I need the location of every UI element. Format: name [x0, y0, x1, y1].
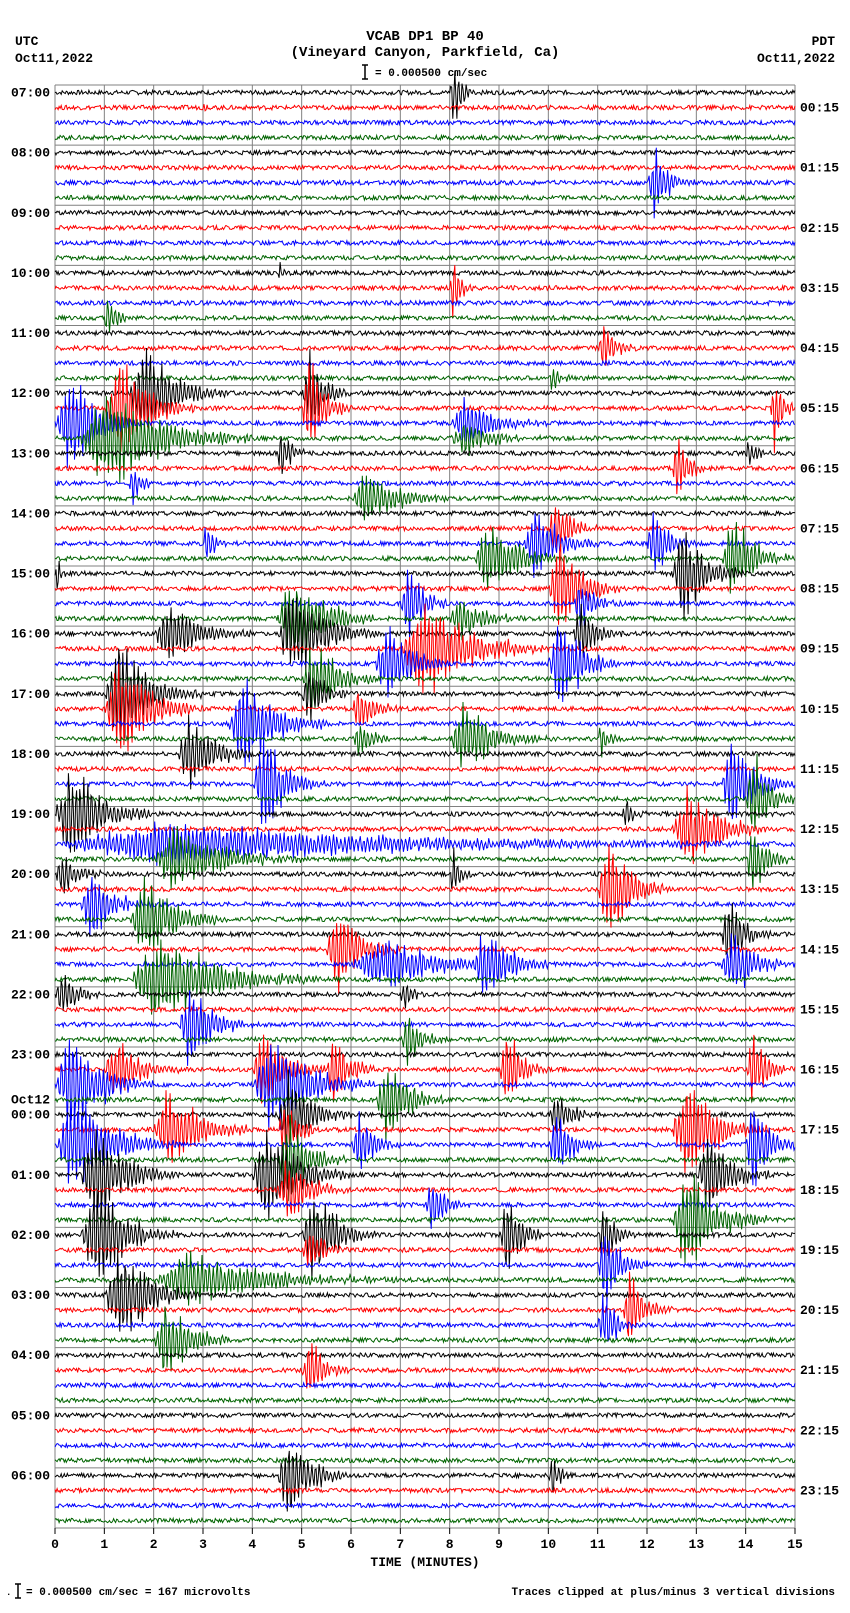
- x-tick-label: 14: [738, 1537, 754, 1552]
- left-date: Oct11,2022: [15, 51, 93, 66]
- right-time-label: 18:15: [800, 1183, 839, 1198]
- right-time-label: 15:15: [800, 1002, 839, 1017]
- left-time-label: 18:00: [11, 747, 50, 762]
- left-time-label: 21:00: [11, 927, 50, 942]
- left-time-label: 04:00: [11, 1348, 50, 1363]
- right-time-label: 06:15: [800, 461, 839, 476]
- left-time-label: 22:00: [11, 987, 50, 1002]
- right-time-label: 05:15: [800, 401, 839, 416]
- right-time-label: 21:15: [800, 1363, 839, 1378]
- footer-clip: Traces clipped at plus/minus 3 vertical …: [512, 1587, 835, 1599]
- x-tick-label: 13: [689, 1537, 705, 1552]
- right-time-label: 07:15: [800, 521, 839, 536]
- x-axis-label: TIME (MINUTES): [370, 1555, 479, 1570]
- x-tick-label: 2: [150, 1537, 158, 1552]
- left-time-label: 07:00: [11, 86, 50, 101]
- left-time-label: 19:00: [11, 807, 50, 822]
- left-time-label: 08:00: [11, 146, 50, 161]
- right-time-label: 03:15: [800, 281, 839, 296]
- x-tick-label: 6: [347, 1537, 355, 1552]
- left-time-label: 12:00: [11, 386, 50, 401]
- x-tick-label: 11: [590, 1537, 606, 1552]
- right-time-label: 00:15: [800, 101, 839, 116]
- x-tick-label: 10: [541, 1537, 557, 1552]
- left-time-label: 00:00: [11, 1108, 50, 1123]
- left-time-label: 10:00: [11, 266, 50, 281]
- right-time-label: 17:15: [800, 1123, 839, 1138]
- x-tick-label: 5: [298, 1537, 306, 1552]
- left-time-label: 17:00: [11, 687, 50, 702]
- x-tick-label: 8: [446, 1537, 454, 1552]
- left-time-label: 14:00: [11, 506, 50, 521]
- right-tz: PDT: [812, 34, 836, 49]
- right-time-label: 23:15: [800, 1483, 839, 1498]
- left-time-label: 05:00: [11, 1408, 50, 1423]
- left-time-label: 23:00: [11, 1048, 50, 1063]
- x-tick-label: 9: [495, 1537, 503, 1552]
- right-date: Oct11,2022: [757, 51, 835, 66]
- x-tick-label: 12: [639, 1537, 655, 1552]
- footer-scale: = 0.000500 cm/sec = 167 microvolts: [26, 1587, 250, 1599]
- left-time-label: 20:00: [11, 867, 50, 882]
- footer-prefix: .: [6, 1588, 11, 1598]
- right-time-label: 20:15: [800, 1303, 839, 1318]
- left-tz: UTC: [15, 34, 39, 49]
- x-tick-label: 1: [100, 1537, 108, 1552]
- left-time-label: 01:00: [11, 1168, 50, 1183]
- right-time-label: 14:15: [800, 942, 839, 957]
- location-line: (Vineyard Canyon, Parkfield, Ca): [291, 45, 560, 61]
- left-time-label: 15:00: [11, 567, 50, 582]
- right-time-label: 09:15: [800, 642, 839, 657]
- right-time-label: 11:15: [800, 762, 839, 777]
- x-tick-label: 15: [787, 1537, 803, 1552]
- x-tick-label: 0: [51, 1537, 59, 1552]
- right-time-label: 02:15: [800, 221, 839, 236]
- left-time-label: 16:00: [11, 627, 50, 642]
- right-time-label: 08:15: [800, 582, 839, 597]
- left-time-label: 03:00: [11, 1288, 50, 1303]
- right-time-label: 10:15: [800, 702, 839, 717]
- x-tick-label: 3: [199, 1537, 207, 1552]
- x-tick-label: 4: [248, 1537, 256, 1552]
- right-time-label: 16:15: [800, 1063, 839, 1078]
- right-time-label: 04:15: [800, 341, 839, 356]
- left-time-label: 11:00: [11, 326, 50, 341]
- right-time-label: 01:15: [800, 161, 839, 176]
- right-time-label: 22:15: [800, 1423, 839, 1438]
- scale-text: = 0.000500 cm/sec: [375, 68, 487, 80]
- left-time-label: 06:00: [11, 1468, 50, 1483]
- left-time-label: 13:00: [11, 446, 50, 461]
- left-time-label: 09:00: [11, 206, 50, 221]
- left-time-label: Oct12: [11, 1093, 50, 1108]
- helicorder-plot: VCAB DP1 BP 40(Vineyard Canyon, Parkfiel…: [0, 0, 850, 1613]
- right-time-label: 19:15: [800, 1243, 839, 1258]
- station-title: VCAB DP1 BP 40: [366, 29, 484, 45]
- left-time-label: 02:00: [11, 1228, 50, 1243]
- right-time-label: 13:15: [800, 882, 839, 897]
- right-time-label: 12:15: [800, 822, 839, 837]
- x-tick-label: 7: [396, 1537, 404, 1552]
